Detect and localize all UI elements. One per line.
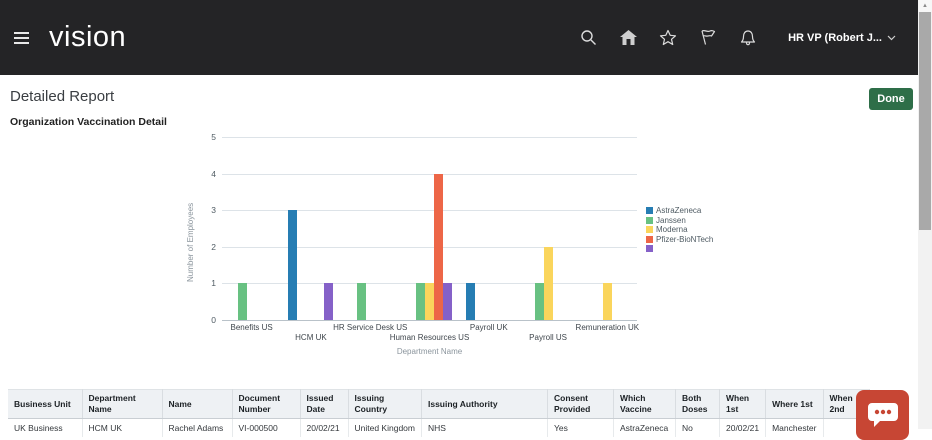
column-header-document-number[interactable]: Document Number (232, 389, 301, 419)
report-table: Business Unit Department Name Name Document… (8, 389, 870, 437)
chart-bar-janssen[interactable] (534, 283, 544, 320)
legend-label: Pfizer-BioNTech (656, 234, 714, 244)
legend-swatch (646, 216, 653, 224)
table-cell: No (675, 418, 720, 437)
chart-bar-janssen[interactable] (356, 283, 366, 320)
legend-item[interactable]: Moderna (646, 225, 713, 235)
column-header-consent-provided[interactable]: Consent Provided (547, 389, 614, 419)
column-header-name[interactable]: Name (162, 389, 233, 419)
column-header-issuing-authority[interactable]: Issuing Authority (421, 389, 548, 419)
table-cell: NHS (421, 418, 548, 437)
table-cell: 20/02/21 (300, 418, 349, 437)
chart-bar-janssen[interactable] (238, 283, 248, 320)
hamburger-menu-icon[interactable] (14, 31, 29, 44)
vertical-scrollbar[interactable]: ▲ (918, 0, 932, 429)
table-cell: United Kingdom (348, 418, 422, 437)
home-icon[interactable] (618, 28, 638, 48)
x-axis-category-label: Human Resources US (389, 332, 470, 342)
table-cell: Yes (547, 418, 614, 437)
legend-item[interactable]: Pfizer-BioNTech (646, 235, 713, 245)
done-button[interactable]: Done (869, 88, 913, 110)
chart-bar-moderna[interactable] (602, 283, 612, 320)
column-header-which-vaccine[interactable]: Which Vaccine (613, 389, 676, 419)
x-axis-category-label: HCM UK (295, 332, 327, 342)
scrollbar-thumb[interactable] (919, 12, 931, 230)
chart-gridline (222, 246, 637, 248)
column-header-issued-date[interactable]: Issued Date (300, 389, 349, 419)
table-cell: UK Business (8, 418, 83, 437)
legend-swatch (646, 245, 653, 253)
chevron-down-icon (887, 35, 896, 40)
legend-swatch (646, 235, 653, 243)
chat-bubble-icon (867, 403, 898, 427)
section-title: Organization Vaccination Detail (10, 116, 167, 128)
scrollbar-up-arrow-icon[interactable]: ▲ (918, 0, 932, 12)
chart-bar-series4[interactable] (443, 283, 452, 320)
column-header-when-1st[interactable]: When 1st (719, 389, 767, 419)
legend-item[interactable] (646, 244, 713, 254)
bell-icon[interactable] (738, 28, 758, 48)
y-axis-tick-label: 1 (211, 278, 216, 289)
column-header-issuing-country[interactable]: Issuing Country (348, 389, 422, 419)
column-header-both-doses[interactable]: Both Doses (675, 389, 720, 419)
table-cell: HCM UK (82, 418, 163, 437)
chart-gridline (222, 173, 637, 175)
y-axis-tick-label: 2 (211, 241, 216, 252)
legend-item[interactable]: Janssen (646, 216, 713, 226)
chart-bar-astrazeneca[interactable] (466, 283, 476, 320)
legend-label: Janssen (656, 215, 686, 225)
column-header-business-unit[interactable]: Business Unit (8, 389, 83, 419)
x-axis-category-label: Payroll US (529, 332, 567, 342)
x-axis-category-label: HR Service Desk US (333, 323, 408, 332)
search-icon[interactable] (578, 28, 598, 48)
app-header: vision HR VP (Robert J... (0, 0, 918, 75)
chart-bar-series4[interactable] (324, 283, 334, 320)
table-cell: Manchester (765, 418, 824, 437)
vaccination-bar-chart: 0 1 2 3 4 5 Benefits US HCM UK HR Service Desk U… (186, 132, 713, 356)
app-logo: vision (49, 21, 127, 53)
x-axis-category-label: Payroll UK (469, 323, 508, 332)
chart-gridline (222, 210, 637, 212)
legend-swatch (646, 226, 653, 234)
chart-legend: AstraZeneca Janssen Moderna Pfizer-BioNTech (646, 206, 713, 254)
chart-bar-moderna[interactable] (425, 283, 434, 320)
chart-bar-pfizer-biontech[interactable] (434, 173, 443, 320)
legend-swatch (646, 207, 653, 215)
flag-icon[interactable] (698, 28, 718, 48)
legend-label: AstraZeneca (656, 206, 702, 216)
legend-label: Moderna (656, 225, 688, 235)
y-axis-tick-label: 3 (211, 205, 216, 216)
table-cell: VI-000500 (232, 418, 301, 437)
x-axis-category-label: Remuneration UK (575, 323, 640, 332)
chart-gridline (222, 137, 637, 138)
chat-launcher-button[interactable] (856, 390, 909, 440)
star-icon[interactable] (658, 28, 678, 48)
y-axis-tick-label: 5 (211, 132, 216, 142)
table-cell: Rachel Adams (162, 418, 233, 437)
table-cell: 20/02/21 (719, 418, 767, 437)
chart-bar-janssen[interactable] (416, 283, 425, 320)
y-axis-tick-label: 4 (211, 168, 216, 179)
y-axis-tick-label: 0 (211, 315, 216, 325)
chart-gridline (222, 320, 637, 321)
chart-bar-astrazeneca[interactable] (288, 210, 298, 320)
x-axis-title: Department Name (396, 347, 463, 356)
y-axis-title: Number of Employees (186, 201, 195, 282)
x-axis-category-label: Benefits US (230, 323, 273, 332)
column-header-department-name[interactable]: Department Name (82, 389, 163, 419)
chart-bar-moderna[interactable] (543, 246, 553, 320)
table-cell: AstraZeneca (613, 418, 676, 437)
column-header-where-1st[interactable]: Where 1st (765, 389, 824, 419)
user-label: HR VP (Robert J... (788, 31, 882, 44)
page-title: Detailed Report (10, 88, 115, 105)
legend-item[interactable]: AstraZeneca (646, 206, 713, 216)
table-row[interactable]: UK Business HCM UK Rachel Adams VI-000500 20… (8, 418, 870, 437)
user-menu[interactable]: HR VP (Robert J... (788, 32, 896, 44)
